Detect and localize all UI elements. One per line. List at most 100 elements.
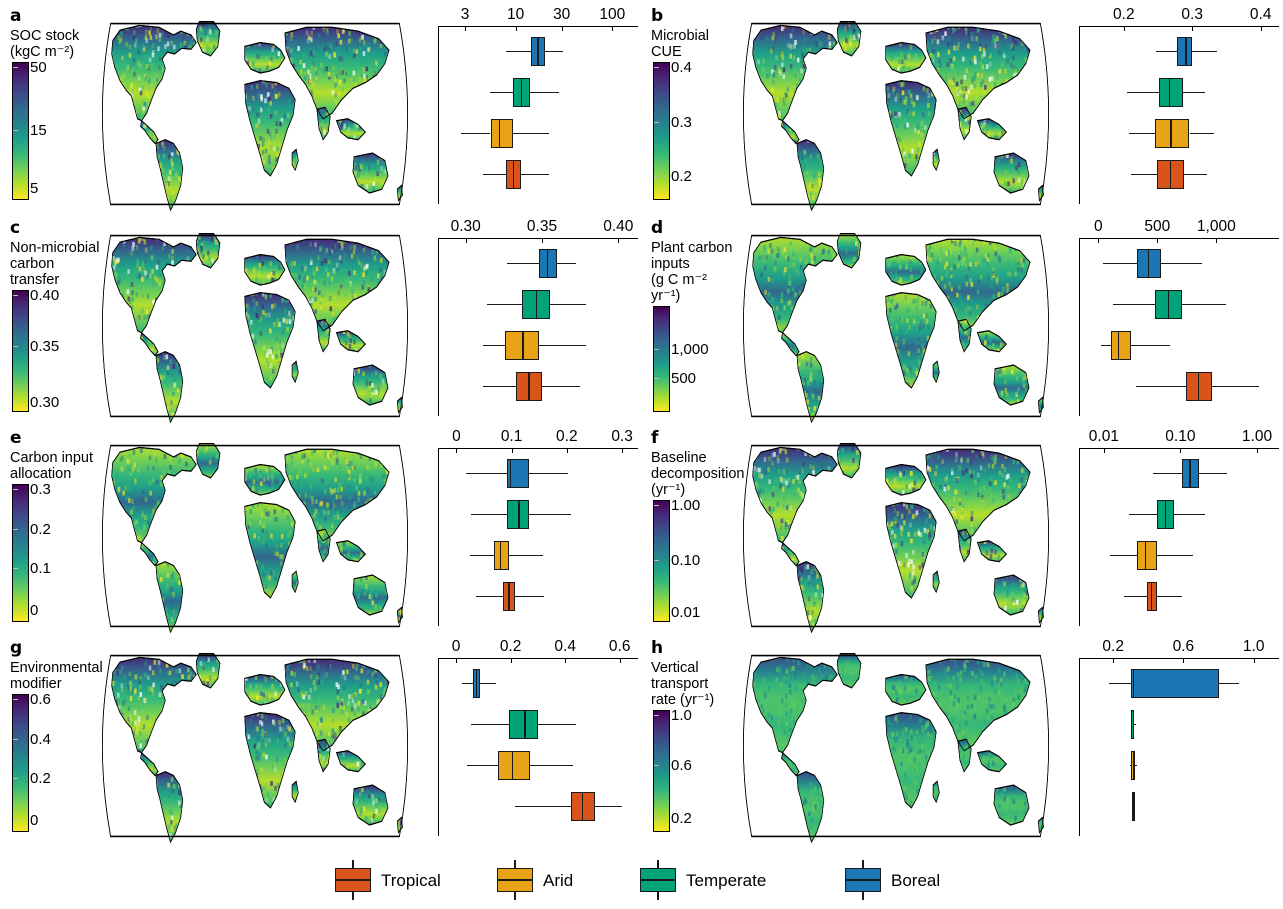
boxplot-whisker-low — [1108, 682, 1131, 685]
boxplot-median — [1147, 249, 1150, 278]
colorbar-tick-label: 0 — [30, 812, 39, 829]
colorbar-g — [12, 694, 29, 832]
panel-b: b Microbial CUE 0.4 0.3 0.2 0.2 0.3 0.4 — [641, 6, 1282, 216]
boxplot-whisker-low — [514, 805, 571, 808]
colorbar-tickmark — [13, 130, 18, 131]
boxplot-axis-tick — [510, 658, 512, 663]
world-map-b — [731, 14, 1061, 214]
boxplot-axis-tick-label: 0.2 — [499, 638, 522, 655]
world-map-g — [90, 646, 420, 846]
boxplot-whisker-low — [461, 682, 474, 685]
boxplot-a: 3 10 30 100 — [438, 7, 640, 206]
boxplot-axis-line — [438, 448, 638, 449]
boxplot-whisker-high — [1157, 595, 1183, 598]
boxplot-whisker-low — [482, 385, 517, 388]
colorbar-tickmark — [654, 612, 659, 613]
boxplot-c: 0.30 0.35 0.40 — [438, 219, 640, 418]
boxplot-h: 0.2 0.6 1.0 — [1079, 639, 1281, 838]
boxplot-left-spine — [438, 658, 439, 836]
colorbar-e — [12, 484, 29, 622]
panel-d: d Plant carbon inputs (g C m⁻² yr⁻¹) 1,000… — [641, 218, 1282, 428]
colorbar-tickmark — [13, 188, 18, 189]
boxplot-whisker-high — [1211, 385, 1259, 388]
panel-letter-h: h — [651, 638, 664, 658]
boxplot-axis-tick — [619, 658, 621, 663]
legend-median-line — [640, 879, 676, 881]
colorbar-c — [12, 290, 29, 412]
boxplot-left-spine — [438, 238, 439, 416]
boxplot-axis-tick-label: 1.00 — [1241, 428, 1273, 445]
boxplot-whisker-low — [460, 132, 491, 135]
boxplot-whisker-low — [1127, 91, 1159, 94]
legend-whisker-top — [862, 860, 864, 868]
world-map-c — [90, 226, 420, 426]
colorbar-f — [653, 500, 670, 622]
colorbar-tickmark — [13, 489, 18, 490]
boxplot-axis-line — [438, 238, 638, 239]
boxplot-axis-tick — [565, 658, 567, 663]
legend-whisker-top — [657, 860, 659, 868]
legend-median-line — [335, 879, 371, 881]
boxplot-axis-tick — [1098, 238, 1100, 243]
boxplot-whisker-low — [1156, 50, 1177, 53]
boxplot-f: 0.01 0.10 1.00 — [1079, 429, 1281, 628]
boxplot-whisker-low — [475, 595, 504, 598]
boxplot-axis-tick-label: 0.2 — [1113, 6, 1135, 23]
boxplot-axis-tick-label: 0 — [1093, 218, 1103, 235]
colorbar-title-e: Carbon input allocation — [10, 450, 94, 482]
panel-letter-g: g — [10, 638, 23, 658]
colorbar-tickmark — [654, 378, 659, 379]
colorbar-tick-label: 0.3 — [30, 481, 51, 498]
colorbar-tick-label: 1,000 — [671, 341, 709, 358]
colorbar-tickmark — [654, 122, 659, 123]
boxplot-axis-tick-label: 0.2 — [556, 428, 578, 445]
boxplot-b: 0.2 0.3 0.4 — [1079, 7, 1281, 206]
boxplot-median — [520, 78, 523, 107]
colorbar-tick-label: 0.30 — [30, 394, 60, 411]
boxplot-box-boreal — [1176, 37, 1193, 66]
world-map-e — [90, 436, 420, 636]
boxplot-whisker-high — [1182, 303, 1226, 306]
colorbar-tickmark — [654, 818, 659, 819]
panel-letter-d: d — [651, 218, 664, 238]
boxplot-median — [1185, 37, 1187, 66]
boxplot-box-arid — [1136, 541, 1157, 570]
colorbar-tick-label: 0.6 — [671, 757, 692, 774]
boxplot-whisker-low — [1123, 595, 1147, 598]
colorbar-tick-label: 50 — [30, 59, 47, 76]
boxplot-whisker-low — [1103, 262, 1138, 265]
boxplot-whisker-low — [1153, 472, 1183, 475]
colorbar-title-b: Microbial CUE — [651, 28, 710, 60]
boxplot-whisker-low — [1110, 554, 1137, 557]
colorbar-tick-label: 0.35 — [30, 338, 60, 355]
boxplot-median — [528, 372, 530, 401]
legend-whisker-bottom — [862, 892, 864, 900]
boxplot-whisker-high — [1130, 344, 1171, 347]
panel-letter-b: b — [651, 6, 664, 26]
colorbar-title-h: Vertical transport rate (yr⁻¹) — [651, 660, 715, 708]
boxplot-axis-tick-label: 0.01 — [1088, 428, 1119, 445]
boxplot-axis-tick — [561, 26, 563, 31]
boxplot-whisker-high — [1134, 764, 1137, 767]
colorbar-tickmark — [13, 568, 18, 569]
legend-label: Temperate — [686, 871, 767, 890]
legend-whisker-top — [352, 860, 354, 868]
boxplot-axis-tick-label: 0.3 — [611, 428, 633, 445]
boxplot-axis-tick — [1103, 448, 1105, 453]
boxplot-axis-tick-label: 0.6 — [608, 638, 631, 655]
panel-f: f Baseline decomposition (yr⁻¹) 1.00 0.10 0.… — [641, 428, 1282, 638]
colorbar-h — [653, 710, 670, 832]
colorbar-tick-label: 0.1 — [30, 560, 51, 577]
boxplot-axis-tick-label: 10 — [506, 6, 525, 23]
boxplot-median — [518, 500, 520, 529]
boxplot-whisker-high — [542, 385, 581, 388]
boxplot-whisker-high — [537, 723, 577, 726]
colorbar-tickmark — [13, 295, 18, 296]
boxplot-axis-line — [1079, 448, 1279, 449]
world-map-d — [731, 226, 1061, 426]
legend-label: Tropical — [381, 871, 441, 890]
boxplot-median — [1168, 290, 1170, 319]
boxplot-whisker-high — [529, 91, 559, 94]
boxplot-box-arid — [1111, 331, 1131, 360]
